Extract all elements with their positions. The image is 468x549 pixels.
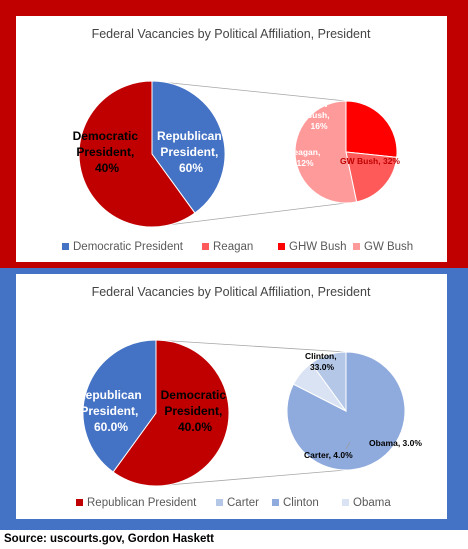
data-label-line: President,: [76, 145, 134, 159]
data-label-line: Bush,: [306, 110, 330, 120]
data-label-clinton: Clinton, 33.0%: [305, 351, 339, 372]
data-label-line: Democratic: [73, 129, 139, 143]
connector-line: [151, 202, 347, 228]
secondary-slice-ghw-bush: [345, 100, 398, 158]
chart-title: Federal Vacancies by Political Affiliati…: [92, 27, 371, 41]
data-label-democratic: Democratic President, 40%: [73, 129, 142, 175]
legend-swatch: [353, 243, 360, 250]
data-label-line: 16%: [310, 121, 327, 131]
connector-line: [155, 339, 347, 353]
legend-swatch: [76, 499, 83, 506]
connector-line: [155, 469, 347, 487]
data-label-line: 40.0%: [178, 420, 212, 434]
top-pie-of-pie-chart: Federal Vacancies by Political Affiliati…: [62, 27, 413, 253]
data-label-line: President,: [164, 404, 222, 418]
label-leader-line: [345, 441, 351, 450]
data-label-ghw-bush: GHW Bush, 16%: [306, 99, 332, 131]
legend-label-clinton: Clinton: [283, 497, 319, 509]
legend-swatch: [62, 243, 69, 250]
pie-slice-republican-president: [78, 80, 196, 228]
source-note: Source: uscourts.gov, Gordon Haskett: [4, 533, 215, 545]
legend: Republican President Carter Clinton Obama: [76, 497, 391, 509]
bottom-chart-panel: Federal Vacancies by Political Affiliati…: [0, 268, 468, 530]
pie-slice-democratic-president: [82, 339, 157, 473]
data-label-republican: Republican President, 60%: [157, 129, 225, 175]
legend-label-obama: Obama: [353, 497, 391, 509]
data-label-obama: Obama, 3.0%: [369, 438, 422, 448]
legend-swatch: [272, 499, 279, 506]
data-label-democratic: Democratic President, 40.0%: [161, 388, 230, 434]
legend-label-carter: Carter: [227, 497, 259, 509]
top-chart-area: Federal Vacancies by Political Affiliati…: [16, 16, 447, 262]
pie-slice-democratic-president: [151, 80, 226, 214]
bottom-chart-area: Federal Vacancies by Political Affiliati…: [16, 274, 447, 519]
legend-swatch: [216, 499, 223, 506]
data-label-line: 60.0%: [94, 420, 128, 434]
legend-swatch: [278, 243, 285, 250]
data-label-line: 33.0%: [310, 362, 335, 372]
data-label-carter: Carter, 4.0%: [304, 450, 353, 460]
data-label-line: 12%: [296, 158, 313, 168]
chart-title: Federal Vacancies by Political Affiliati…: [92, 285, 371, 299]
data-label-line: Reagan,: [287, 147, 320, 157]
connector-line: [151, 80, 347, 102]
data-label-reagan: Reagan, 12%: [287, 147, 322, 168]
top-chart-panel: Federal Vacancies by Political Affiliati…: [0, 0, 468, 268]
legend-swatch: [342, 499, 349, 506]
legend-label-republican-president: Republican President: [87, 497, 197, 509]
data-label-line: Republican: [77, 388, 142, 402]
data-label-line: Democratic: [161, 388, 227, 402]
data-label-line: President,: [160, 145, 218, 159]
secondary-slice-reagan: [345, 151, 398, 203]
pie-slice-republican-president: [112, 339, 230, 487]
legend: Democratic President Reagan GHW Bush GW Bus…: [62, 241, 413, 253]
secondary-slice-carter: [310, 351, 347, 413]
data-label-line: President,: [80, 404, 138, 418]
legend-label-democratic-president: Democratic President: [73, 241, 184, 253]
bottom-pie-of-pie-chart: Federal Vacancies by Political Affiliati…: [76, 285, 422, 509]
secondary-slice-gw-bush: [294, 100, 358, 204]
data-label-line: GHW: [307, 99, 329, 109]
data-label-line: 60%: [179, 161, 203, 175]
legend-label-reagan: Reagan: [213, 241, 253, 253]
data-label-line: Clinton,: [305, 351, 337, 361]
legend-label-gw-bush: GW Bush: [364, 241, 413, 253]
data-label-republican: Republican President, 60.0%: [77, 388, 145, 434]
legend-label-ghw-bush: GHW Bush: [289, 241, 347, 253]
data-label-line: Republican: [157, 129, 222, 143]
data-label-line: 40%: [95, 161, 119, 175]
legend-swatch: [202, 243, 209, 250]
data-label-gw-bush: GW Bush, 32%: [340, 156, 400, 166]
